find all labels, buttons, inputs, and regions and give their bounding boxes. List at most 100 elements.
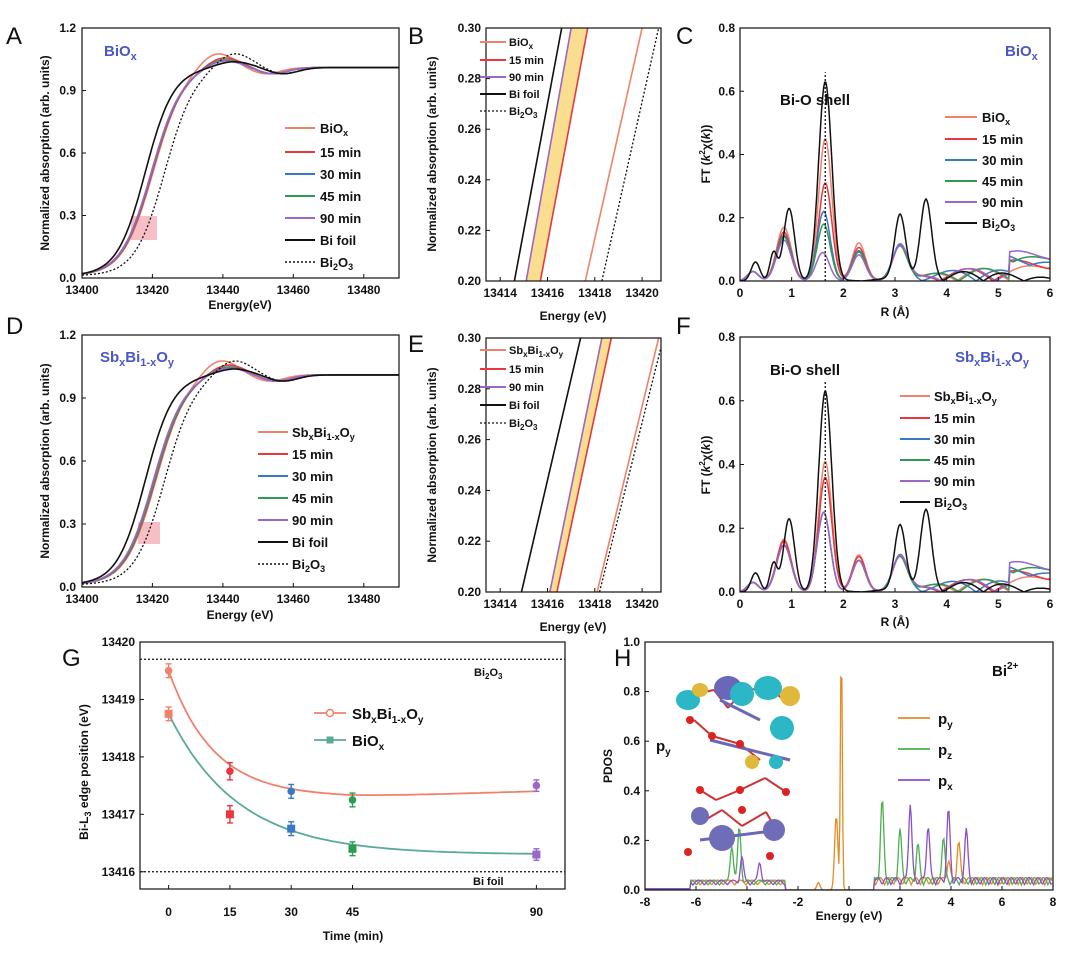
y-tick-label: 0.8 [718, 330, 735, 344]
legend-label: 90 min [509, 382, 544, 394]
y-tick-label: 0.28 [458, 382, 482, 396]
legend-f: SbxBi1-xOy 15 min 30 min 45 min 90 min B… [900, 389, 997, 512]
orbital-lobe [770, 716, 794, 740]
x-tick-label: 6 [999, 895, 1006, 909]
x-tick-label: 5 [995, 286, 1002, 300]
series-line-b-15min [539, 28, 589, 281]
panel-letter-b: B [408, 23, 424, 50]
y-axis-title-c: FT (k2χ(k)) [698, 125, 713, 184]
y-tick-label: 0.9 [59, 391, 76, 405]
legend-label: 45 min [982, 174, 1023, 189]
y-tick-label: 1.0 [623, 635, 640, 649]
series-line [645, 800, 1053, 890]
x-tick-label: 13414 [484, 597, 518, 611]
x-tick-label: 13400 [65, 592, 99, 606]
x-tick-label: -2 [793, 895, 804, 909]
y-tick-label: 0.6 [59, 454, 76, 468]
x-tick-label: 2 [840, 597, 847, 611]
chart-f-curves [740, 381, 1050, 592]
x-tick-label: 0 [737, 286, 744, 300]
y-axis-title-d: Normalized absorption (arb. units) [38, 363, 52, 558]
data-point [164, 709, 173, 718]
y-tick-label: 0.0 [718, 274, 735, 288]
x-axis-title-d: Energy (eV) [207, 608, 274, 622]
y-tick-label: 13416 [102, 865, 136, 879]
y-tick-label: 0.22 [458, 534, 482, 548]
x-tick-label: 0 [737, 597, 744, 611]
y-tick-label: 0.26 [458, 122, 482, 136]
y-tick-label: 0.8 [623, 685, 640, 699]
data-point [225, 810, 234, 819]
legend-label: Bi foil [292, 535, 328, 550]
series-line-b-sample [584, 28, 643, 281]
reference-label-bifoil: Bi foil [473, 876, 504, 888]
y-tick-label: 0.2 [623, 833, 640, 847]
legend-label: Bi2O3 [320, 255, 353, 272]
legend-label: BiOx [352, 733, 385, 753]
x-tick-label: 0 [165, 905, 172, 919]
y-tick-label: 0.4 [623, 784, 640, 798]
legend-label: 90 min [934, 474, 975, 489]
legend-label: px [938, 773, 953, 793]
panel-letter-f: F [676, 313, 691, 340]
x-tick-label: 6 [1047, 597, 1054, 611]
y-tick-label: 0.28 [458, 72, 482, 86]
edge-region-box-d [138, 522, 160, 544]
legend-label: 30 min [292, 469, 333, 484]
panel-letter-g: G [62, 645, 81, 672]
panel-letter-a: A [6, 23, 22, 50]
plot-frame-b [485, 27, 662, 282]
axes-e: 0.20 0.22 0.24 0.26 0.28 0.30 13414 13416 13418 1… [458, 331, 659, 611]
data-point [348, 796, 357, 804]
orbital-lobe [730, 682, 754, 706]
legend-label: 90 min [320, 211, 361, 226]
legend-b: BiOx 15 min 90 min Bi foil Bi2O3 [480, 37, 544, 120]
chart-d-curves [81, 360, 399, 585]
x-axis-title-c: R (Å) [881, 304, 910, 319]
series-line-a-bi2o3 [81, 53, 399, 276]
orbital-lobe [754, 676, 782, 700]
orbital-lobe [692, 683, 708, 697]
x-tick-label: 13418 [578, 597, 612, 611]
legend-label: 30 min [982, 153, 1023, 168]
y-tick-label: 0.22 [458, 223, 482, 237]
legend-label: 15 min [509, 364, 544, 376]
x-tick-label: 4 [943, 286, 950, 300]
legend-label: py [938, 711, 953, 731]
data-point [226, 767, 234, 776]
legend-label: Bi2O3 [509, 106, 538, 120]
sample-tag-f: SbxBi1-xOy [955, 349, 1030, 369]
legend-label: SbxBi1-xOy [509, 345, 564, 359]
legend-label: BiOx [982, 110, 1010, 127]
panel-letter-e: E [408, 331, 424, 358]
legend-label: Bi foil [509, 400, 540, 412]
x-tick-label: 8 [1050, 895, 1057, 909]
data-point [532, 781, 541, 790]
panel-letter-d: D [6, 313, 23, 340]
legend-label: Bi foil [320, 233, 356, 248]
y-tick-label: 0.9 [59, 84, 76, 98]
y-tick-label: 0.0 [718, 585, 735, 599]
y-tick-label: 1.2 [59, 328, 76, 342]
panel-letter-h: H [614, 645, 631, 672]
y-axis-ticks-d: 0.0 0.3 0.6 0.9 1.2 [59, 328, 86, 594]
y-axis-title-a: Normalized absorption (arb. units) [38, 55, 52, 250]
x-tick-label: 1 [788, 597, 795, 611]
x-tick-label: 15 [223, 905, 237, 919]
x-tick-label: -4 [742, 895, 753, 909]
legend-label: 45 min [292, 491, 333, 506]
o-atom [736, 740, 744, 748]
x-tick-label: 4 [948, 895, 955, 909]
chart-b-curves [513, 28, 660, 281]
series-line-e-15min [556, 338, 613, 592]
chart-g-marks [140, 658, 565, 873]
legend-e: SbxBi1-xOy 15 min 90 min Bi foil Bi2O3 [480, 345, 564, 432]
x-tick-label: 13480 [347, 283, 381, 297]
x-axis-ticks-a: 13400 13420 13440 13460 13480 [65, 274, 381, 297]
chart-a-curves [81, 53, 399, 276]
legend-label: SbxBi1-xOy [352, 706, 424, 726]
y-axis-title-h: PDOS [601, 749, 615, 783]
legend-a: BiOx 15 min 30 min 45 min 90 min Bi foil… [285, 121, 361, 272]
x-tick-label: -6 [691, 895, 702, 909]
orbital-structure-inset: py [656, 676, 800, 860]
